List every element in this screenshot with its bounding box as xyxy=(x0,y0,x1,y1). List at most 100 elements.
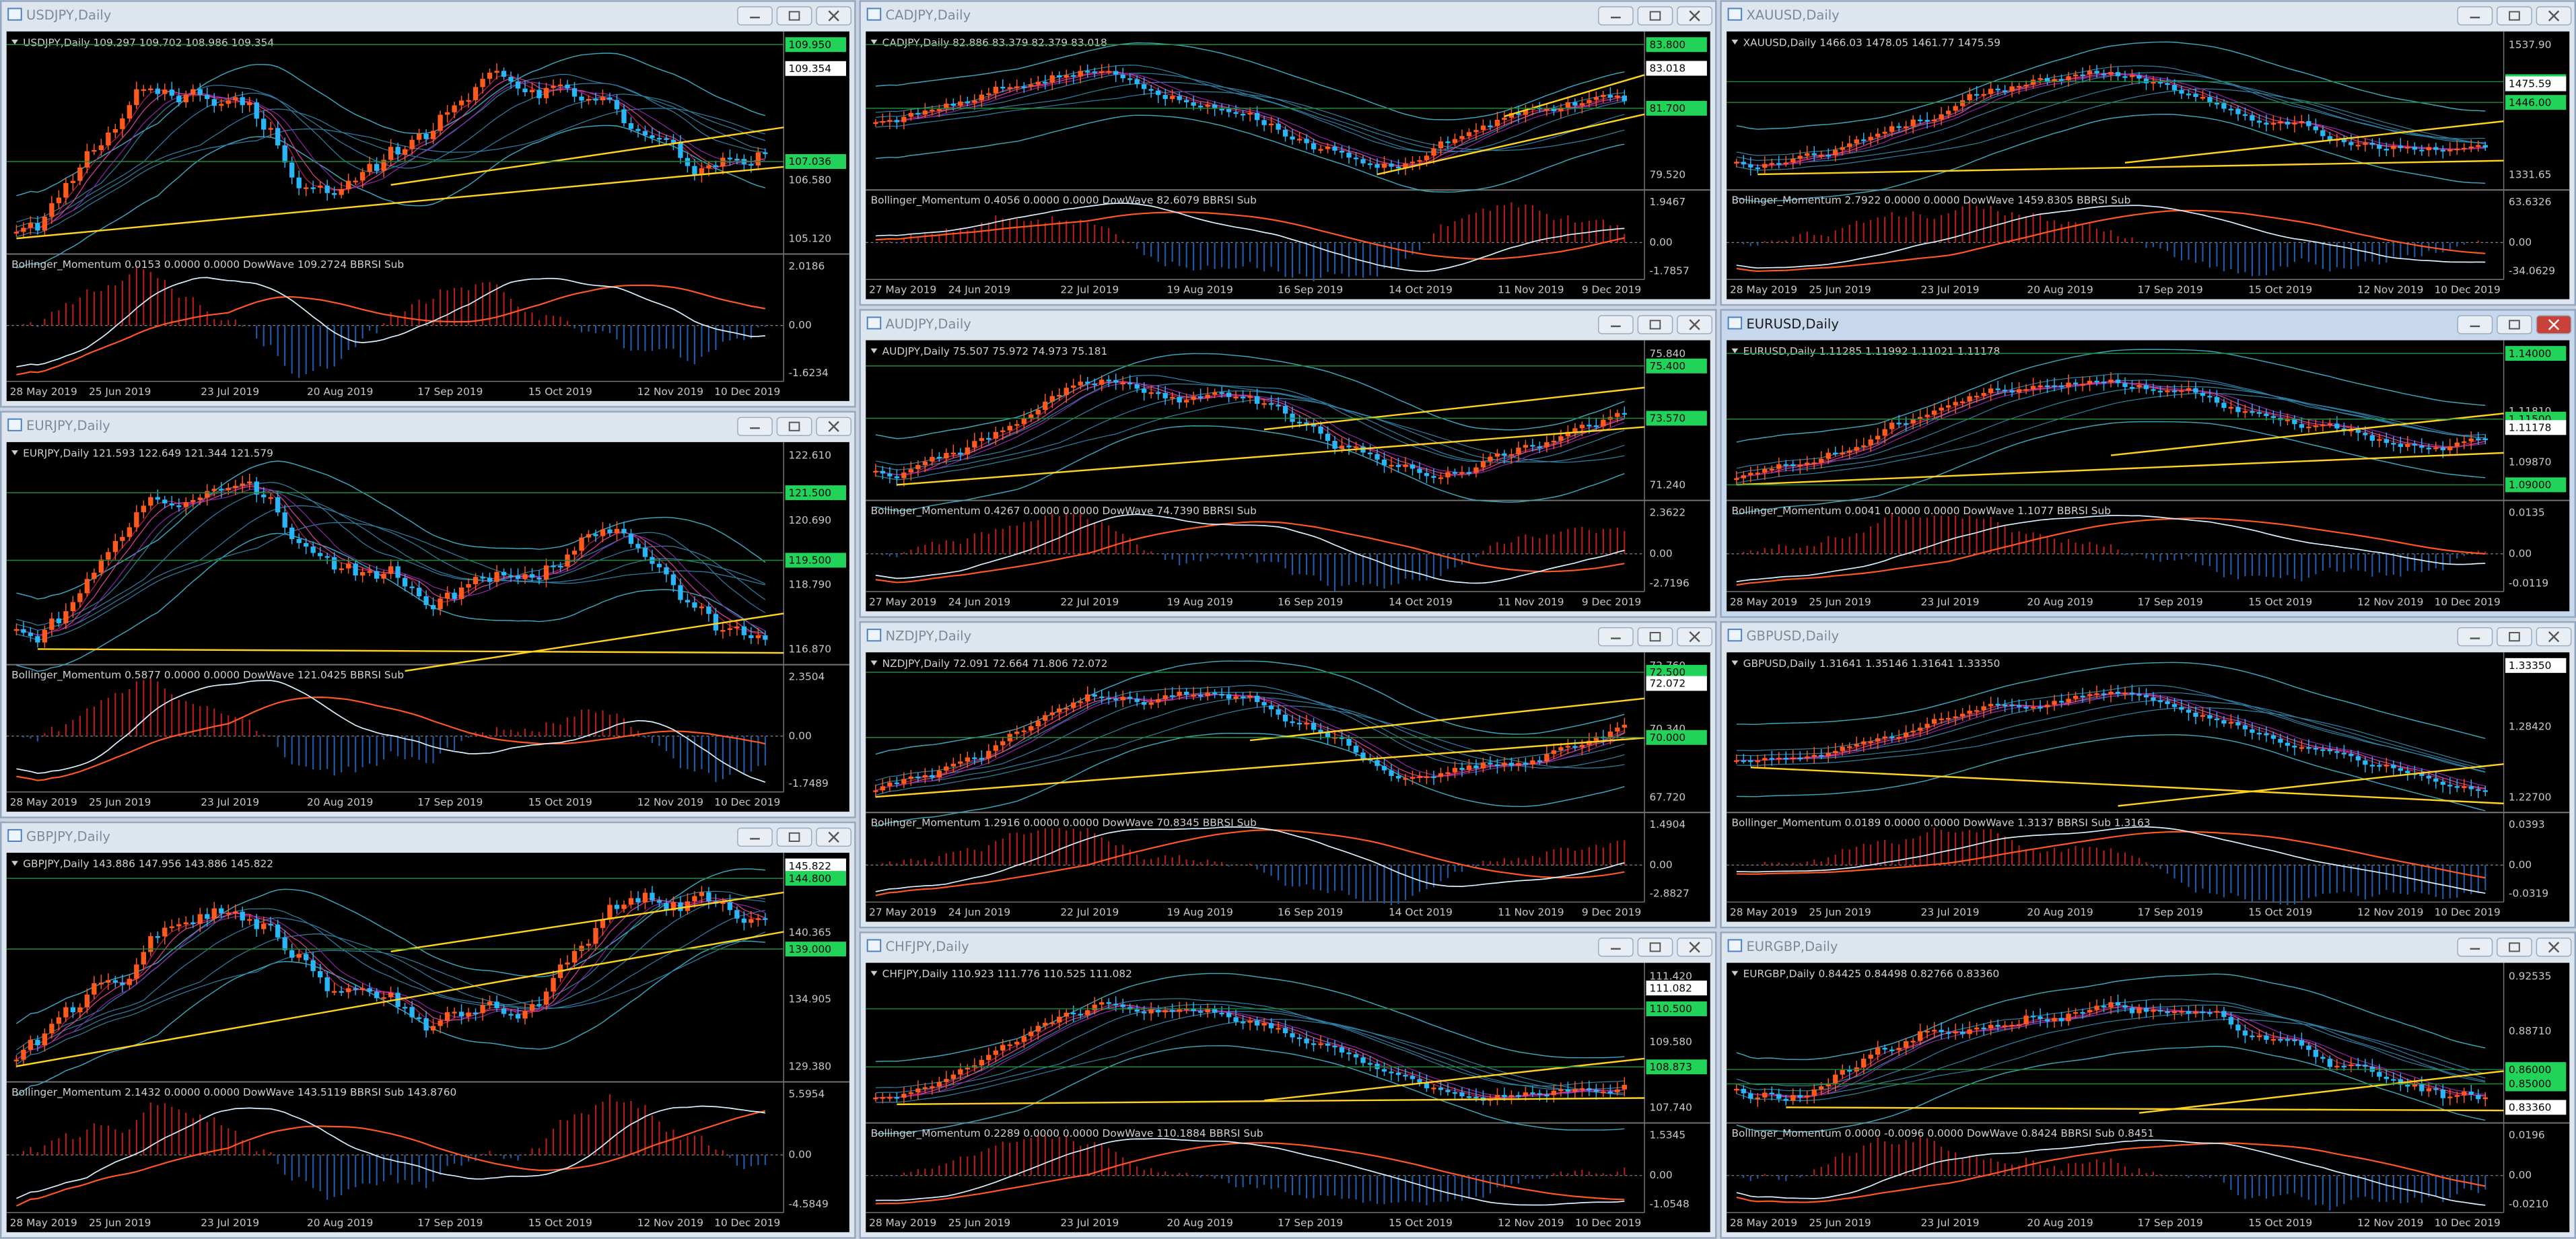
window-minimize-button[interactable] xyxy=(2457,315,2493,334)
price-label: 116.870 xyxy=(789,643,832,656)
candle-body xyxy=(1875,1047,1881,1055)
candle-body xyxy=(2179,1011,2184,1013)
candle-body xyxy=(1431,1088,1436,1090)
bollinger-band xyxy=(875,660,1625,755)
candle-body xyxy=(2066,76,2071,81)
candle-body xyxy=(1734,760,1739,763)
candle-body xyxy=(755,635,761,639)
window-maximize-button[interactable] xyxy=(2497,627,2532,647)
candle-body xyxy=(1918,1031,1923,1041)
candle-body xyxy=(1113,380,1119,383)
candle-body xyxy=(1544,754,1550,762)
candle-body xyxy=(1466,472,1472,474)
trend-line xyxy=(2124,120,2504,164)
candle-body xyxy=(1790,1095,1796,1101)
window-minimize-button[interactable] xyxy=(2457,6,2493,26)
candle-body xyxy=(755,918,761,920)
window-maximize-button[interactable] xyxy=(1637,937,1673,957)
indicator-scale-label: 0.00 xyxy=(2509,859,2532,871)
candle-body xyxy=(423,134,429,139)
candle-body xyxy=(2087,71,2093,75)
candle-body xyxy=(120,536,125,541)
candle-body xyxy=(1127,78,1133,80)
candle-body xyxy=(763,152,768,154)
candle-body xyxy=(1974,1027,1980,1030)
bbrsi-line xyxy=(16,680,766,783)
window-maximize-button[interactable] xyxy=(2497,315,2532,334)
candle-body xyxy=(551,978,556,992)
candle-body xyxy=(1755,760,1760,763)
candle-body xyxy=(1318,149,1323,151)
dowwave-line xyxy=(1736,1142,2486,1203)
candle-body xyxy=(1502,117,1507,120)
candle-body xyxy=(190,922,196,924)
window-maximize-button[interactable] xyxy=(2497,937,2532,957)
candle-body xyxy=(2115,1002,2121,1005)
window-maximize-button[interactable] xyxy=(1637,315,1673,334)
candle-body xyxy=(1106,697,1111,700)
date-label: 20 Aug 2019 xyxy=(2027,1217,2093,1229)
candle-body xyxy=(1424,1082,1430,1088)
bollinger-band xyxy=(875,353,1625,439)
window-minimize-button[interactable] xyxy=(737,6,773,26)
candle-body xyxy=(127,105,132,119)
candle-body xyxy=(1409,777,1416,779)
candle-body xyxy=(1071,702,1076,708)
candle-body xyxy=(2038,707,2043,709)
candle-body xyxy=(1219,108,1224,111)
window-minimize-button[interactable] xyxy=(1598,6,1634,26)
candle-body xyxy=(2355,756,2361,760)
trend-line xyxy=(1377,113,1645,176)
window-minimize-button[interactable] xyxy=(2457,627,2493,647)
window-maximize-button[interactable] xyxy=(776,827,812,847)
date-label: 15 Oct 2019 xyxy=(2248,1217,2312,1229)
candle-body xyxy=(1226,694,1232,699)
candle-body xyxy=(571,551,578,555)
candle-body xyxy=(56,197,62,203)
candle-body xyxy=(543,87,549,98)
candle-body xyxy=(1205,104,1210,107)
bollinger-band xyxy=(1736,973,2486,1061)
window-minimize-button[interactable] xyxy=(737,417,773,436)
candle-body xyxy=(515,81,521,89)
date-label: 11 Nov 2019 xyxy=(1498,596,1564,608)
price-label-box xyxy=(2505,1076,2567,1092)
date-label: 12 Nov 2019 xyxy=(2357,907,2423,919)
candle-body xyxy=(706,606,711,614)
window-maximize-button[interactable] xyxy=(2497,6,2532,26)
candle-body xyxy=(480,79,485,87)
candle-body xyxy=(2002,390,2008,392)
window-minimize-button[interactable] xyxy=(1598,627,1634,647)
candle-body xyxy=(98,559,104,573)
window-maximize-button[interactable] xyxy=(776,6,812,26)
candle-body xyxy=(452,1012,457,1014)
candle-body xyxy=(2009,1024,2015,1027)
candle-body xyxy=(1805,462,1810,465)
window-minimize-button[interactable] xyxy=(1598,937,1634,957)
candle-body xyxy=(1882,429,1887,436)
candle-body xyxy=(1304,422,1309,425)
candle-body xyxy=(1367,1063,1373,1065)
date-label: 15 Oct 2019 xyxy=(1389,1217,1453,1229)
candle-body xyxy=(211,99,217,106)
window-maximize-button[interactable] xyxy=(776,417,812,436)
candle-body xyxy=(480,577,485,579)
candle-body xyxy=(1276,404,1281,406)
window-minimize-button[interactable] xyxy=(2457,937,2493,957)
window-minimize-button[interactable] xyxy=(737,827,773,847)
candle-body xyxy=(70,180,76,183)
candle-body xyxy=(2355,1064,2361,1067)
window-maximize-button[interactable] xyxy=(1637,627,1673,647)
candle-body xyxy=(571,951,578,963)
candle-body xyxy=(2398,768,2403,771)
candle-body xyxy=(2235,406,2241,413)
candle-body xyxy=(1452,767,1458,773)
window-maximize-button[interactable] xyxy=(1637,6,1673,26)
candle-body xyxy=(1261,702,1267,706)
candle-body xyxy=(197,914,203,924)
candle-body xyxy=(1170,96,1175,100)
candle-body xyxy=(28,1040,34,1050)
candle-body xyxy=(1120,697,1125,701)
candle-body xyxy=(466,1012,471,1017)
window-minimize-button[interactable] xyxy=(1598,315,1634,334)
